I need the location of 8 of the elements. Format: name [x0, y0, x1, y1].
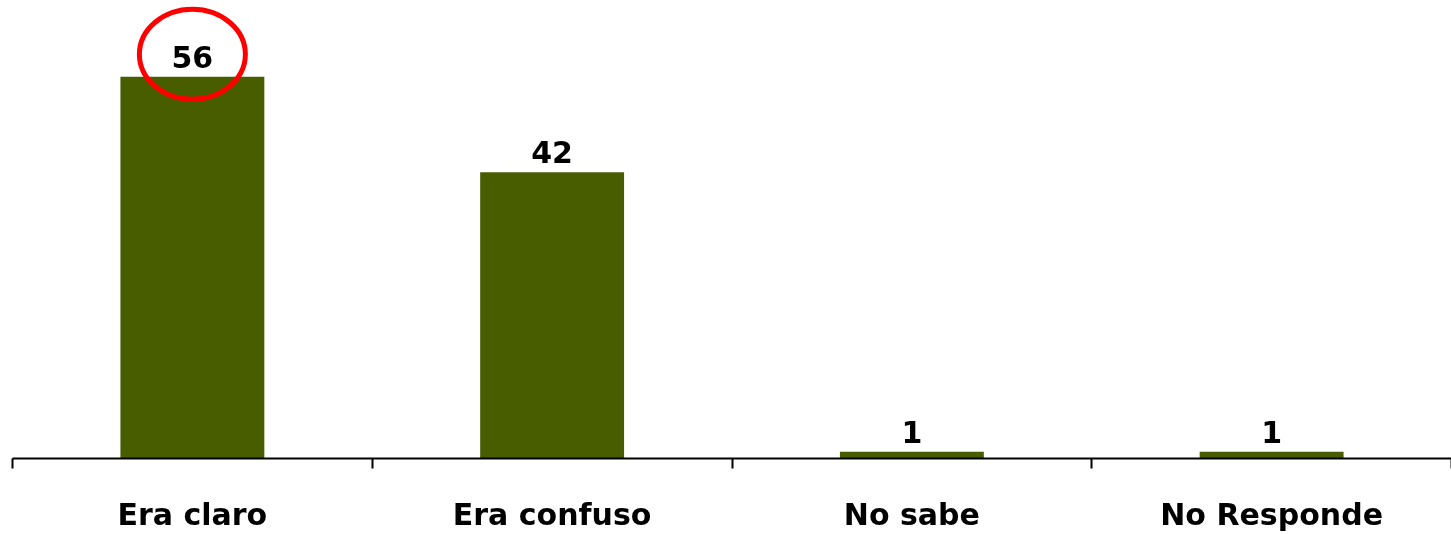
- x-tick-label: Era claro: [117, 496, 268, 532]
- data-label: 1: [901, 414, 923, 450]
- x-tick-label: Era confuso: [452, 496, 652, 532]
- data-label: 56: [171, 39, 214, 75]
- x-tick-label: No sabe: [843, 496, 980, 532]
- data-label: 1: [1261, 414, 1283, 450]
- x-tick-label: No Responde: [1160, 496, 1383, 532]
- data-label: 42: [531, 135, 573, 171]
